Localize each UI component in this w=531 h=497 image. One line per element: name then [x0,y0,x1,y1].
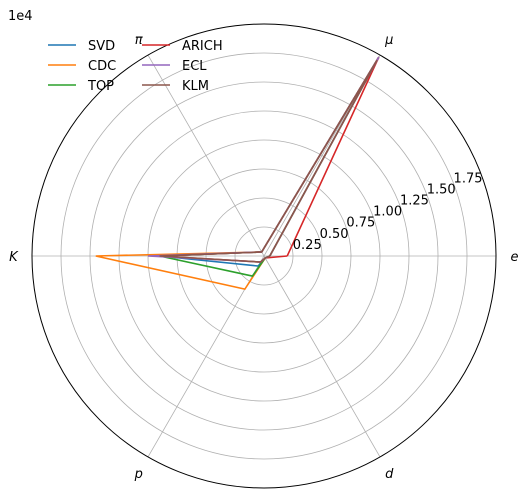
legend-label: ARICH [182,39,223,54]
r-tick-label: 0.50 [320,227,349,242]
legend-label: TOP [87,79,114,94]
r-tick-label: 1.00 [373,205,402,220]
legend-label: CDC [88,59,116,74]
r-tick-label: 1.50 [427,182,456,197]
r-tick-label: 0.75 [346,216,375,231]
category-label: μ [384,33,393,48]
legend-label: SVD [88,39,115,54]
circular-gridline [89,81,439,431]
circular-gridline [234,226,294,286]
legend: SVD CDC TOP ARICH ECL KLM [48,39,223,94]
category-label: e [511,250,519,265]
axis-labels: 0.250.500.751.001.251.501.75 e μ π Kp d [9,33,518,482]
series-line-klm [159,59,378,263]
r-tick-label: 0.25 [293,238,322,253]
category-label: d [385,467,394,482]
series-lines [95,56,380,291]
legend-label: KLM [182,79,209,94]
category-label: p [134,467,143,482]
scale-offset-label: 1e4 [8,9,33,24]
category-label: π [135,33,143,48]
r-tick-label: 1.75 [454,171,483,186]
category-label: K [9,250,19,265]
polar-frame [31,23,497,489]
legend-label: ECL [182,59,207,74]
circular-gridline [205,197,323,315]
r-tick-label: 1.25 [400,194,429,209]
circular-gridline [60,52,468,460]
